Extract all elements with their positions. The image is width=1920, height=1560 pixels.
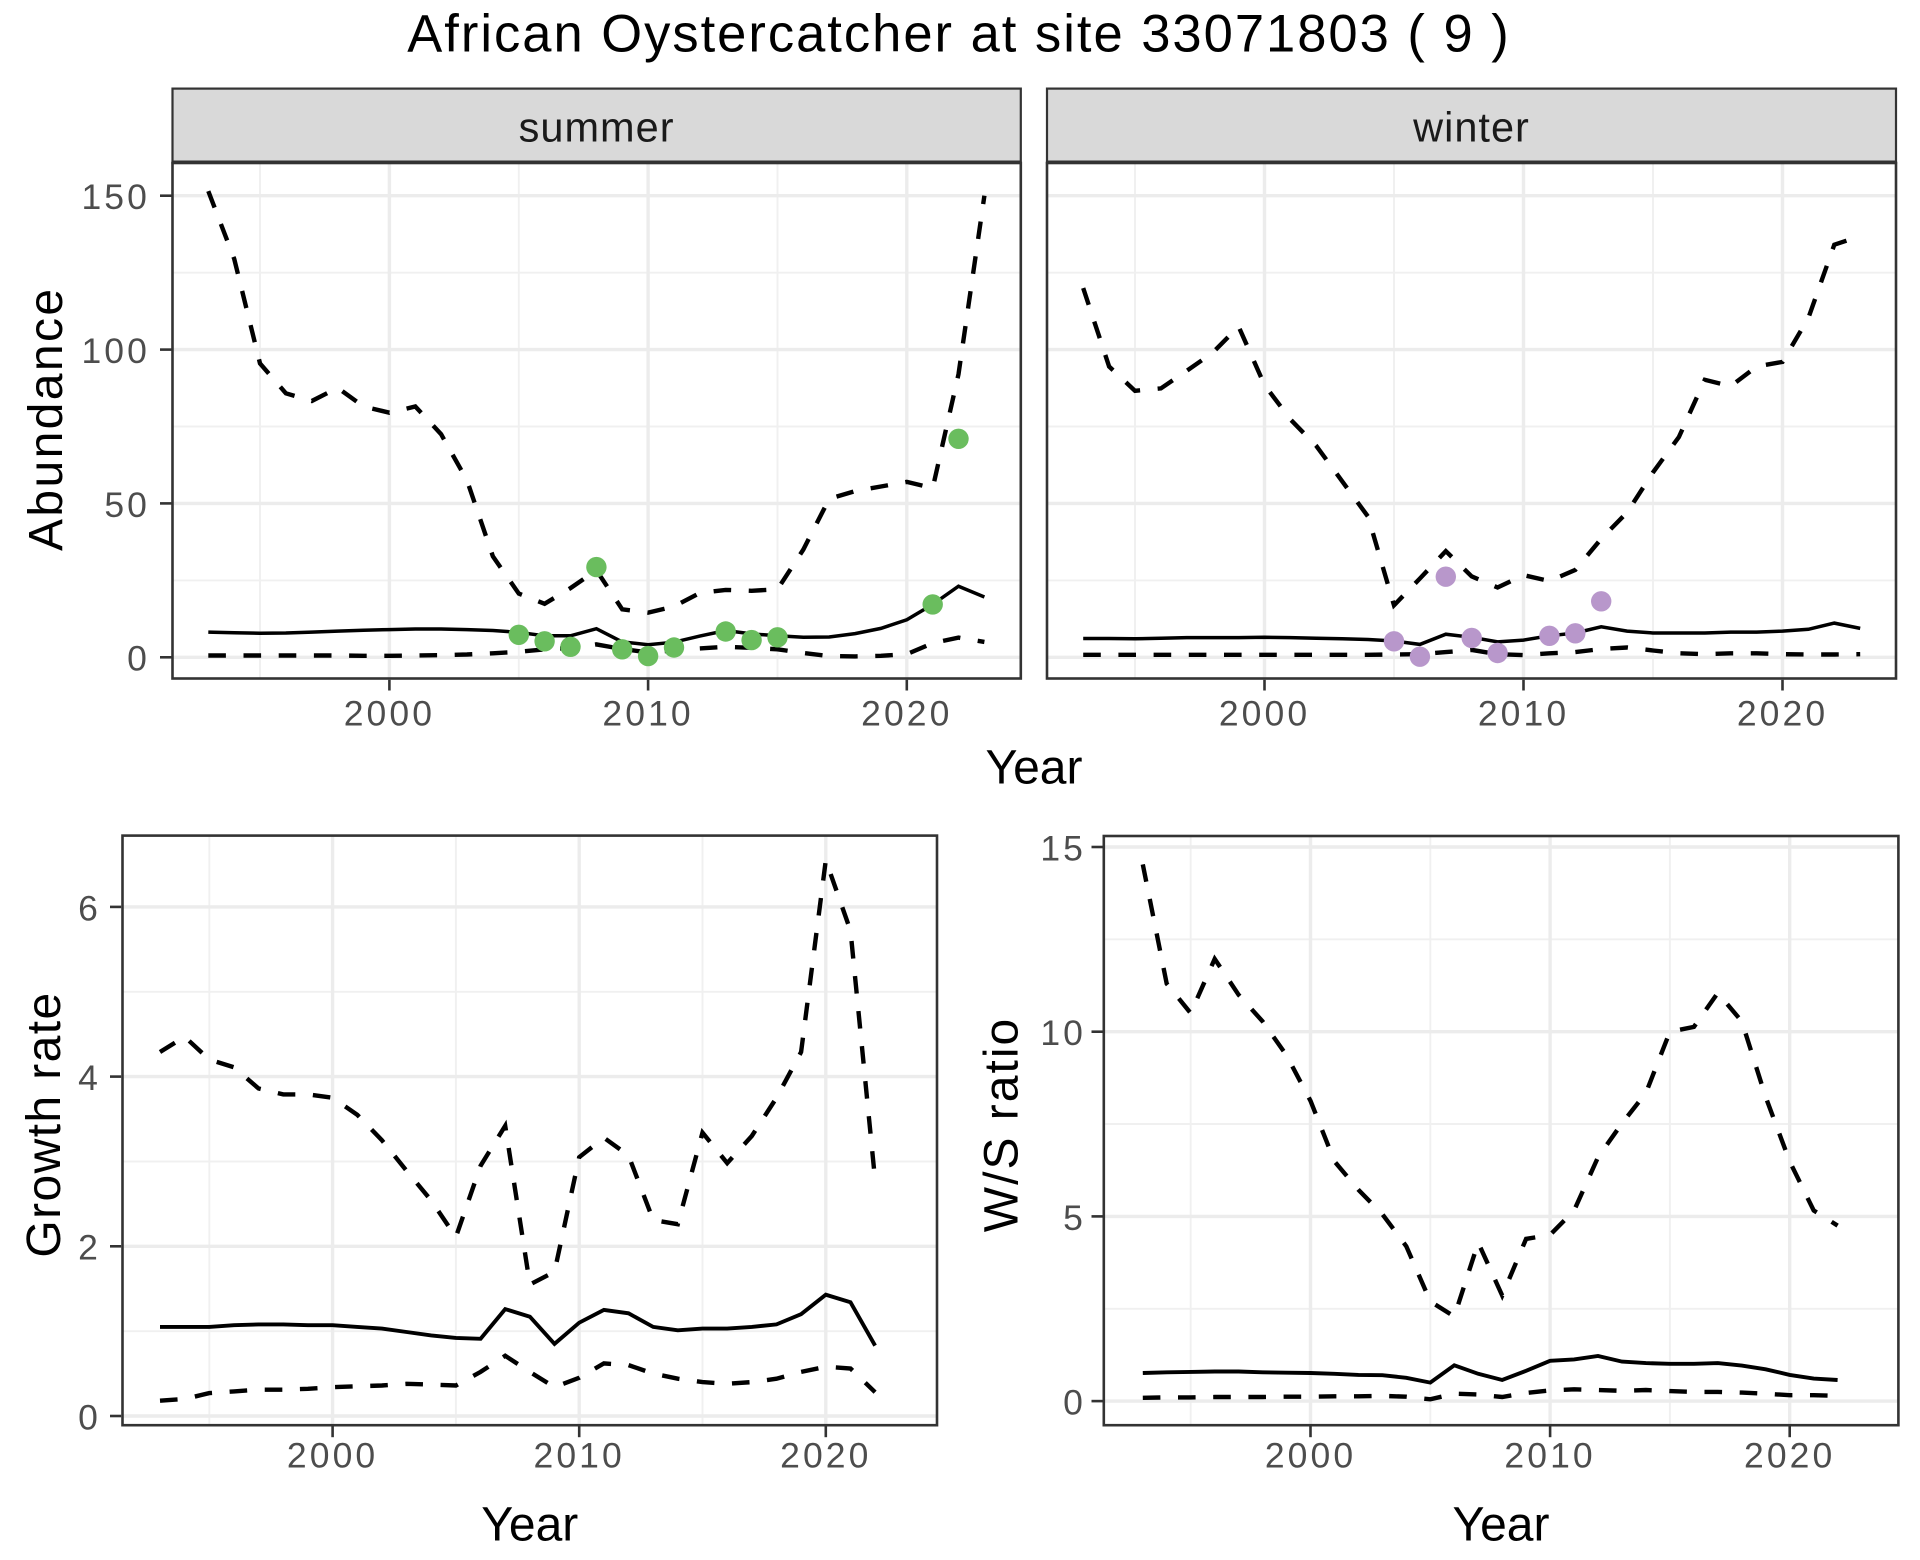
svg-text:2010: 2010: [534, 1435, 625, 1475]
svg-text:0: 0: [78, 1397, 101, 1437]
svg-text:2000: 2000: [1219, 694, 1310, 734]
svg-text:winter: winter: [1412, 104, 1530, 151]
svg-text:summer: summer: [519, 104, 675, 151]
svg-text:Growth rate: Growth rate: [18, 991, 71, 1257]
svg-text:African Oystercatcher at site: African Oystercatcher at site 33071803 (…: [407, 5, 1511, 64]
svg-text:2: 2: [78, 1228, 101, 1268]
svg-text:15: 15: [1040, 828, 1086, 868]
svg-text:2000: 2000: [344, 694, 435, 734]
svg-text:W/S ratio: W/S ratio: [976, 1017, 1029, 1232]
svg-text:2020: 2020: [780, 1435, 871, 1475]
svg-text:100: 100: [81, 331, 150, 371]
svg-text:50: 50: [104, 485, 150, 525]
svg-text:2000: 2000: [1265, 1435, 1356, 1475]
svg-text:Year: Year: [1453, 1499, 1550, 1552]
svg-text:0: 0: [127, 639, 150, 679]
svg-text:150: 150: [81, 177, 150, 217]
svg-text:2010: 2010: [602, 694, 693, 734]
svg-text:2010: 2010: [1504, 1435, 1595, 1475]
svg-text:Abundance: Abundance: [20, 287, 73, 551]
svg-text:2020: 2020: [1737, 694, 1828, 734]
svg-text:2020: 2020: [1744, 1435, 1835, 1475]
svg-text:Year: Year: [481, 1499, 578, 1552]
svg-text:Year: Year: [986, 742, 1083, 795]
svg-text:2020: 2020: [861, 694, 952, 734]
svg-text:10: 10: [1040, 1013, 1086, 1053]
svg-text:2010: 2010: [1478, 694, 1569, 734]
svg-text:5: 5: [1063, 1198, 1086, 1238]
svg-text:2000: 2000: [287, 1435, 378, 1475]
svg-text:4: 4: [78, 1058, 101, 1098]
svg-text:0: 0: [1063, 1383, 1086, 1423]
svg-text:6: 6: [78, 888, 101, 928]
